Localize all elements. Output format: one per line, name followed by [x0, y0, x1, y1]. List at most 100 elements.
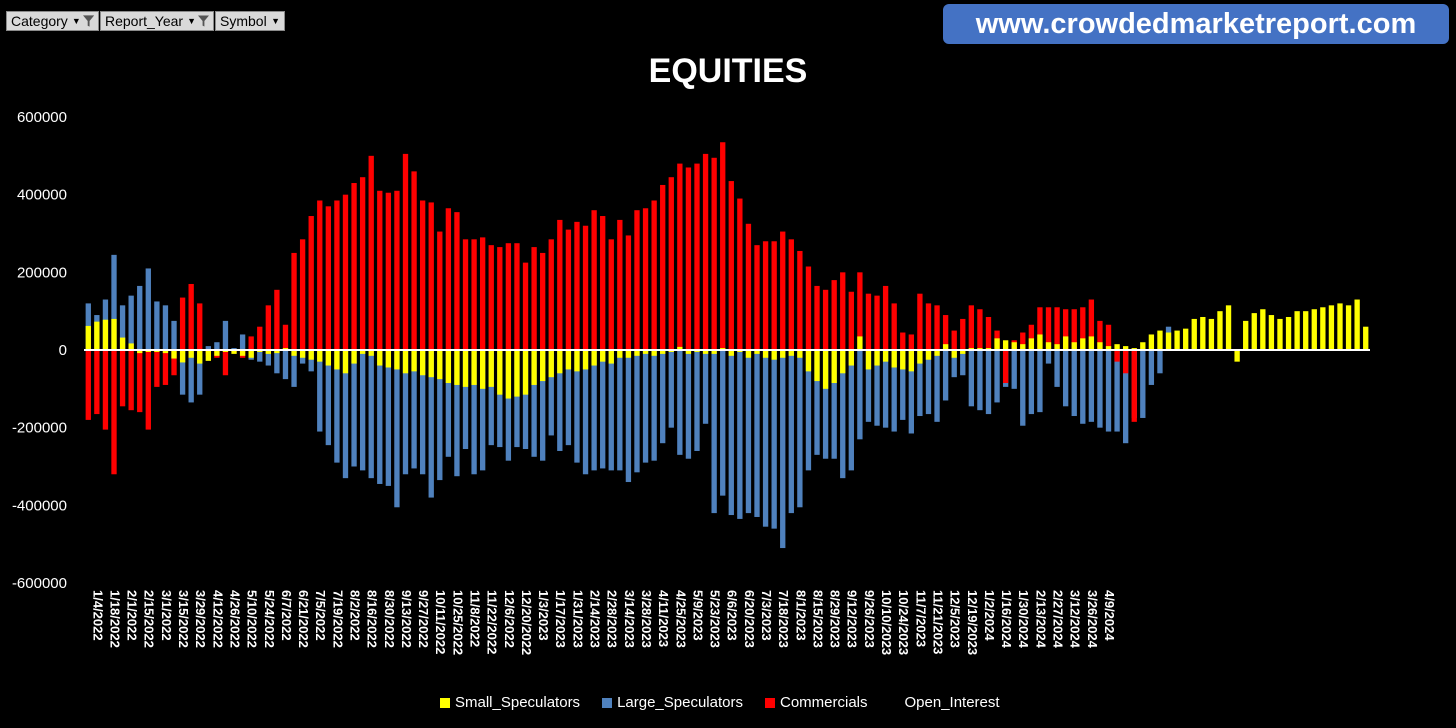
bar-large-speculators [505, 350, 512, 461]
x-tick-label: 1/17/2023 [553, 590, 568, 648]
bar-large-speculators [694, 350, 700, 451]
bar-small-speculators [831, 350, 837, 384]
bar-large-speculators [797, 350, 803, 508]
bar-small-speculators [900, 350, 906, 370]
bar-commercials [797, 250, 803, 350]
bar-commercials [419, 200, 426, 350]
bar-commercials [282, 324, 289, 350]
bar-small-speculators [1191, 318, 1197, 350]
bar-large-speculators [848, 350, 854, 471]
bar-small-speculators [925, 350, 932, 360]
bar-small-speculators [797, 350, 803, 358]
bar-commercials [514, 243, 520, 350]
chart-legend: Small_Speculators Large_Speculators Comm… [440, 694, 1022, 711]
bar-small-speculators [1311, 309, 1317, 350]
bar-small-speculators [1123, 346, 1129, 350]
x-tick-label: 10/10/2023 [879, 590, 894, 655]
bar-large-speculators [419, 350, 426, 475]
bar-large-speculators [111, 254, 117, 350]
x-tick-label: 2/14/2023 [588, 590, 603, 648]
bar-small-speculators [1020, 344, 1026, 350]
bar-commercials [1105, 324, 1112, 350]
bar-small-speculators [119, 337, 126, 350]
legend-item-small-speculators: Small_Speculators [440, 694, 580, 711]
bar-small-speculators [239, 350, 246, 356]
x-tick-label: 8/2/2022 [347, 590, 362, 641]
bar-large-speculators [531, 350, 537, 457]
bar-commercials [377, 190, 383, 350]
filter-button-symbol[interactable]: Symbol ▼ [215, 11, 285, 31]
bar-small-speculators [317, 350, 323, 362]
bar-large-speculators [1071, 350, 1077, 417]
bar-commercials [805, 266, 812, 350]
bar-small-speculators [1174, 330, 1180, 350]
bar-commercials [94, 350, 100, 415]
bar-commercials [197, 303, 203, 350]
bar-large-speculators [591, 350, 597, 471]
bar-small-speculators [137, 350, 143, 354]
bar-commercials [342, 194, 349, 350]
bar-large-speculators [334, 350, 340, 463]
x-tick-label: 2/13/2024 [1033, 590, 1048, 649]
bar-large-speculators [222, 320, 229, 351]
bar-large-speculators [137, 285, 143, 350]
bar-commercials [359, 177, 366, 350]
filter-button-report-year[interactable]: Report_Year ▼ [100, 11, 214, 31]
filter-button-category[interactable]: Category ▼ [6, 11, 99, 31]
bar-commercials [617, 219, 623, 350]
bar-small-speculators [1157, 330, 1163, 350]
bar-large-speculators [497, 350, 503, 448]
bar-large-speculators [642, 350, 649, 463]
bar-small-speculators [274, 350, 280, 354]
x-tick-label: 3/28/2023 [639, 590, 654, 648]
bar-commercials [257, 326, 263, 350]
bar-small-speculators [1080, 338, 1086, 350]
bar-commercials [745, 223, 752, 350]
bar-small-speculators [994, 338, 1000, 350]
x-tick-label: 8/29/2023 [828, 590, 843, 648]
bar-small-speculators [874, 350, 880, 366]
bar-small-speculators [351, 350, 357, 364]
bar-large-speculators [437, 350, 443, 481]
bar-commercials [882, 285, 889, 350]
bar-commercials [702, 153, 709, 350]
legend-swatch [602, 697, 613, 708]
bar-large-speculators [565, 350, 572, 446]
legend-item-large-speculators: Large_Speculators [602, 694, 743, 711]
bar-large-speculators [462, 350, 469, 450]
bar-commercials [137, 350, 143, 413]
bar-commercials [857, 272, 863, 350]
bar-large-speculators [625, 350, 632, 483]
bar-small-speculators [1328, 305, 1335, 350]
bar-small-speculators [548, 350, 554, 378]
bar-large-speculators [857, 350, 863, 440]
bar-large-speculators [960, 350, 966, 376]
x-tick-label: 1/31/2023 [570, 590, 585, 648]
bar-large-speculators [265, 350, 271, 366]
dropdown-arrow-icon: ▼ [271, 16, 280, 26]
bar-large-speculators [145, 268, 151, 350]
bar-small-speculators [822, 350, 829, 389]
bar-large-speculators [385, 350, 392, 486]
bar-commercials [925, 303, 932, 350]
bar-small-speculators [942, 344, 949, 350]
bar-large-speculators [685, 350, 692, 459]
x-tick-label: 12/19/2023 [965, 590, 980, 655]
y-tick-label: 0 [59, 342, 67, 359]
bar-small-speculators [660, 350, 666, 354]
bar-large-speculators [917, 350, 923, 417]
bar-commercials [720, 142, 726, 350]
bar-small-speculators [677, 346, 683, 350]
bar-small-speculators [1294, 311, 1300, 350]
bar-small-speculators [85, 325, 91, 350]
bar-small-speculators [1217, 311, 1223, 350]
bar-commercials [265, 305, 271, 350]
bar-commercials [274, 289, 280, 350]
x-tick-label: 6/7/2022 [279, 590, 294, 641]
bar-small-speculators [437, 350, 443, 380]
bar-large-speculators [557, 350, 563, 451]
bar-commercials [317, 200, 323, 350]
bar-small-speculators [1045, 342, 1052, 350]
bar-large-speculators [600, 350, 606, 469]
